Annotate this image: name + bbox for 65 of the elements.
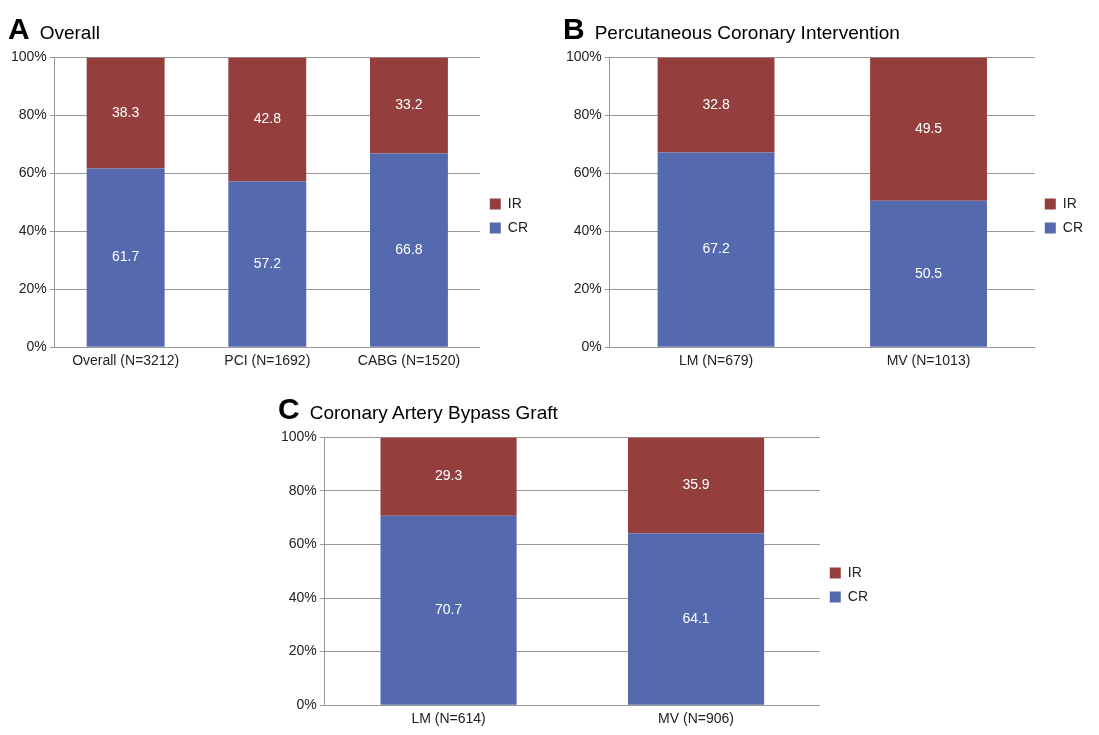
data-label: 70.7 <box>434 601 463 618</box>
bar <box>370 153 448 347</box>
y-tick-label: 100% <box>10 48 47 65</box>
y-tick-label: 20% <box>288 642 317 659</box>
bar <box>370 57 448 154</box>
x-tick-label: PCI (N=1692) <box>224 352 311 369</box>
y-tick-label: 60% <box>573 164 602 181</box>
legend-label: CR <box>1062 218 1084 235</box>
data-label: 64.1 <box>682 609 710 626</box>
y-tick-label: 80% <box>288 481 317 498</box>
y-tick-label: 0% <box>581 338 602 355</box>
data-label: 66.8 <box>395 241 423 258</box>
bar <box>870 200 987 347</box>
chart-title: Percutaneous Coronary Intervention <box>594 22 900 45</box>
y-tick-label: 60% <box>288 535 317 552</box>
legend-label: IR <box>847 563 862 580</box>
bar <box>86 168 165 347</box>
bar <box>380 515 517 705</box>
data-label: 32.8 <box>702 95 730 112</box>
bar <box>627 437 765 534</box>
x-tick-label: MV (N=1013) <box>886 352 971 369</box>
legend-label: CR <box>847 587 869 604</box>
data-label: 29.3 <box>434 467 463 484</box>
bar <box>86 57 165 169</box>
y-tick-label: 0% <box>296 696 317 713</box>
y-tick-label: 40% <box>573 222 602 239</box>
text: C <box>278 392 300 426</box>
y-tick-label: 0% <box>26 338 47 355</box>
bar <box>380 437 517 516</box>
text: A <box>8 12 30 46</box>
data-label: 61.7 <box>112 248 140 265</box>
data-label: 49.5 <box>914 119 943 136</box>
legend-label: IR <box>507 194 522 211</box>
x-tick-label: MV (N=906) <box>658 710 734 727</box>
bar <box>657 152 775 347</box>
data-label: 67.2 <box>702 240 730 257</box>
y-tick-label: 20% <box>573 280 602 297</box>
data-label: 33.2 <box>395 96 423 113</box>
legend-label: CR <box>507 218 529 235</box>
bar <box>228 181 307 347</box>
x-tick-label: CABG (N=1520) <box>357 352 461 369</box>
y-tick-label: 80% <box>573 106 602 123</box>
text: B <box>563 12 585 46</box>
y-tick-label: 80% <box>18 106 47 123</box>
bar <box>657 57 775 153</box>
chart-title: Coronary Artery Bypass Graft <box>309 402 558 425</box>
data-label: 42.8 <box>253 110 282 127</box>
data-label: 50.5 <box>914 264 943 281</box>
y-tick-label: 100% <box>565 48 602 65</box>
bar <box>627 533 765 705</box>
data-label: 57.2 <box>253 254 282 271</box>
chart-title: Overall <box>39 22 100 45</box>
x-tick-label: LM (N=614) <box>411 710 486 727</box>
bar <box>228 57 307 182</box>
x-tick-label: Overall (N=3212) <box>72 352 180 369</box>
y-tick-label: 60% <box>18 164 47 181</box>
y-tick-label: 20% <box>18 280 47 297</box>
x-tick-label: LM (N=679) <box>678 352 754 369</box>
y-tick-label: 40% <box>288 588 317 605</box>
data-label: 38.3 <box>112 103 140 120</box>
legend-label: IR <box>1062 194 1077 211</box>
y-tick-label: 40% <box>18 222 47 239</box>
y-tick-label: 100% <box>280 428 317 445</box>
data-label: 35.9 <box>682 476 710 493</box>
bar <box>870 57 987 201</box>
